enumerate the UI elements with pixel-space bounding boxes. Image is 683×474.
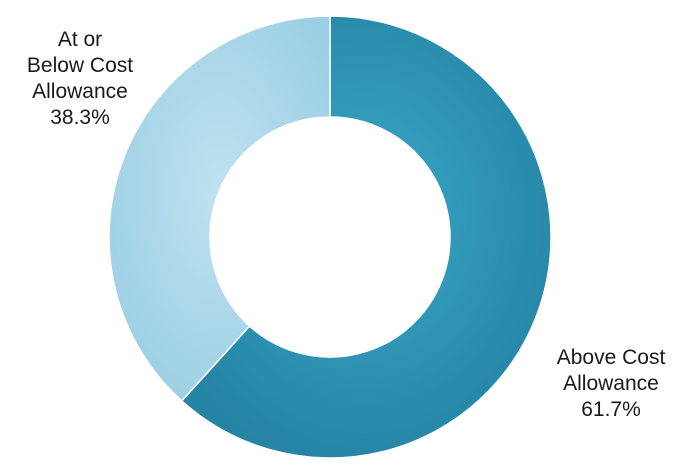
slice-category-label: Allowance [563, 372, 659, 395]
slice-category-label: Allowance [32, 80, 128, 103]
slice-percent-label: 38.3% [50, 106, 110, 129]
slice-category-label: At or [58, 28, 102, 51]
donut-slice-above-cost-allowance [180, 15, 552, 459]
slice-percent-label: 61.7% [581, 398, 641, 421]
donut-slice-at-or-below-cost-allowance [108, 15, 331, 402]
slice-category-label: Below Cost [27, 54, 133, 77]
slice-label-above-cost-allowance: Above Cost Allowance 61.7% [557, 346, 666, 421]
slice-category-label: Above Cost [557, 346, 666, 369]
slice-label-at-or-below-cost-allowance: At or Below Cost Allowance 38.3% [27, 28, 133, 129]
